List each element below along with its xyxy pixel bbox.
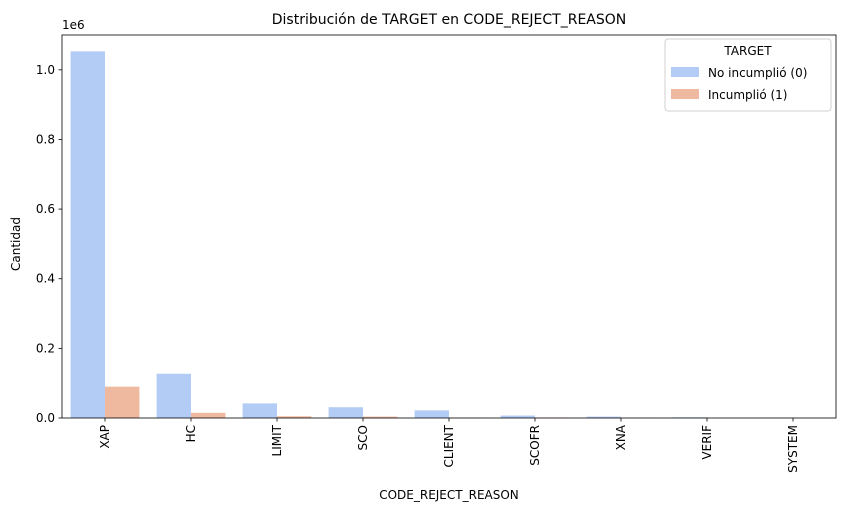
x-tick-label-scofr: SCOFR: [528, 425, 542, 466]
legend-label-no-incumplio: No incumplió (0): [708, 66, 807, 80]
y-axis-offset-text: 1e6: [62, 18, 85, 32]
x-ticks-group: XAP HC LIMIT SCO CLIENT SCOFR XNA VERIF SYSTEM: [98, 418, 800, 473]
bar-xap-series-0: [70, 51, 105, 419]
y-tick-label: 0.8: [36, 132, 55, 146]
x-tick-label-limit: LIMIT: [270, 424, 284, 456]
y-tick-label: 1.0: [36, 63, 55, 77]
chart-title: Distribución de TARGET en CODE_REJECT_RE…: [272, 12, 627, 28]
legend-title: TARGET: [723, 44, 772, 58]
bar-xap-series-1: [105, 386, 140, 418]
x-tick-label-verif: VERIF: [700, 425, 714, 460]
y-tick-label: 0.2: [36, 341, 55, 355]
legend: TARGET No incumplió (0) Incumplió (1): [664, 38, 832, 112]
legend-swatch-incumplio: [671, 89, 699, 99]
bar-hc-series-0: [156, 373, 191, 418]
y-ticks-group: 0.0 0.2 0.4 0.6 0.8 1.0: [36, 63, 62, 425]
y-tick-label: 0.4: [36, 272, 55, 286]
x-tick-label-hc: HC: [184, 425, 198, 442]
bar-xna-series-0: [586, 416, 621, 418]
x-axis-label: CODE_REJECT_REASON: [379, 488, 519, 502]
bar-client-series-0: [414, 410, 449, 418]
legend-label-incumplio: Incumplió (1): [708, 88, 787, 102]
y-tick-label: 0.6: [36, 202, 55, 216]
bar-sco-series-1: [363, 416, 398, 418]
bar-limit-series-0: [242, 403, 277, 418]
x-tick-label-xap: XAP: [98, 425, 112, 449]
y-tick-label: 0.0: [36, 411, 55, 425]
x-tick-label-sco: SCO: [356, 425, 370, 450]
legend-swatch-no-incumplio: [671, 67, 699, 77]
bar-scofr-series-0: [500, 415, 535, 418]
y-axis-label: Cantidad: [9, 217, 23, 271]
x-tick-label-system: SYSTEM: [786, 425, 800, 473]
legend-frame: [664, 38, 832, 112]
bar-sco-series-0: [328, 407, 363, 418]
bar-hc-series-1: [191, 412, 226, 418]
bar-limit-series-1: [277, 416, 312, 418]
x-tick-label-client: CLIENT: [442, 424, 456, 467]
x-tick-label-xna: XNA: [614, 424, 628, 450]
